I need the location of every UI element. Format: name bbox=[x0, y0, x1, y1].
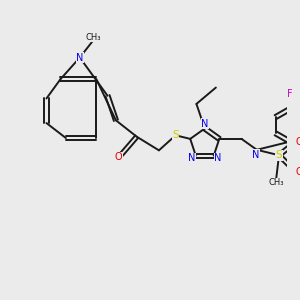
Text: N: N bbox=[188, 153, 195, 164]
Text: O: O bbox=[296, 136, 300, 147]
Text: N: N bbox=[214, 153, 222, 164]
Text: N: N bbox=[252, 150, 259, 160]
Text: CH₃: CH₃ bbox=[86, 33, 101, 42]
Text: N: N bbox=[76, 52, 83, 62]
Text: O: O bbox=[296, 167, 300, 177]
Text: F: F bbox=[287, 89, 293, 99]
Text: S: S bbox=[276, 150, 282, 160]
Text: O: O bbox=[115, 152, 122, 162]
Text: CH₃: CH₃ bbox=[268, 178, 284, 187]
Text: N: N bbox=[201, 118, 208, 129]
Text: S: S bbox=[172, 130, 179, 140]
